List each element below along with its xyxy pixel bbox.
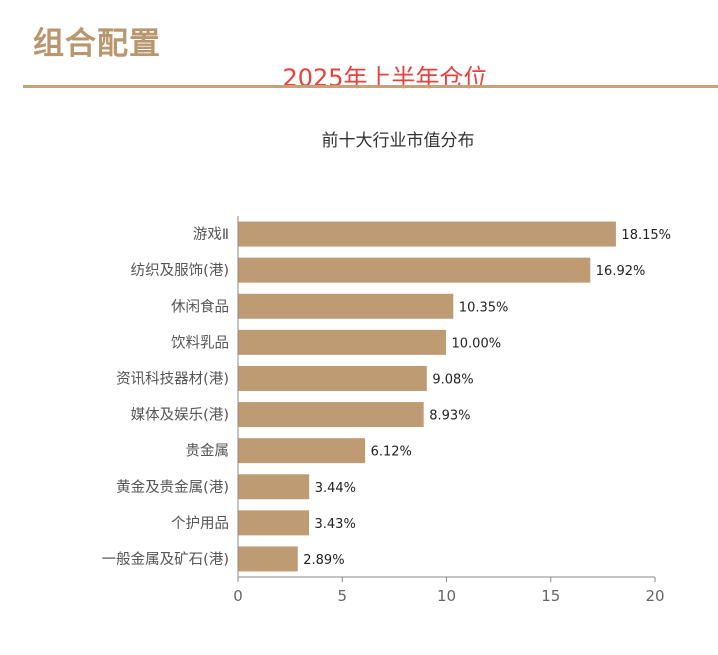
bar-7 [237,473,311,501]
bar-0 [237,220,617,248]
bar-6 [237,437,367,465]
category-label-8: 个护用品 [171,515,229,532]
category-label-6: 贵金属 [186,443,230,460]
x-tick-label-4: 20 [645,587,664,605]
x-tick-label-0: 0 [233,587,243,605]
value-label-1: 16.92% [596,264,646,279]
value-label-2: 10.35% [459,300,509,315]
bar-8 [237,509,311,537]
bar-1 [237,256,592,284]
bar-3 [237,328,447,356]
header-divider [23,85,718,88]
category-label-9: 一般金属及矿石(港) [102,551,229,568]
category-label-4: 资讯科技器材(港) [116,370,229,387]
category-label-7: 黄金及贵金属(港) [116,479,229,496]
value-label-8: 3.43% [315,517,356,532]
value-label-7: 3.44% [315,481,356,496]
value-label-6: 6.12% [371,445,412,460]
value-label-3: 10.00% [452,336,502,351]
value-label-9: 2.89% [303,553,344,568]
value-label-5: 8.93% [429,409,470,424]
bar-2 [237,292,455,320]
category-label-5: 媒体及娱乐(港) [131,407,229,424]
bar-5 [237,401,425,429]
x-tick-label-2: 10 [437,587,456,605]
bar-4 [237,364,428,392]
category-label-3: 饮料乳品 [171,334,229,351]
x-tick-label-1: 5 [337,587,347,605]
category-label-1: 纺织及服饰(港) [131,262,229,279]
category-label-2: 休闲食品 [171,298,229,315]
bar-9 [237,545,299,573]
value-label-4: 9.08% [432,372,473,387]
chart-title: 前十大行业市值分布 [321,131,475,151]
value-label-0: 18.15% [621,228,671,243]
category-label-0: 游戏Ⅱ [193,226,229,243]
section-title: 组合配置 [33,26,161,62]
x-tick-label-3: 15 [541,587,560,605]
